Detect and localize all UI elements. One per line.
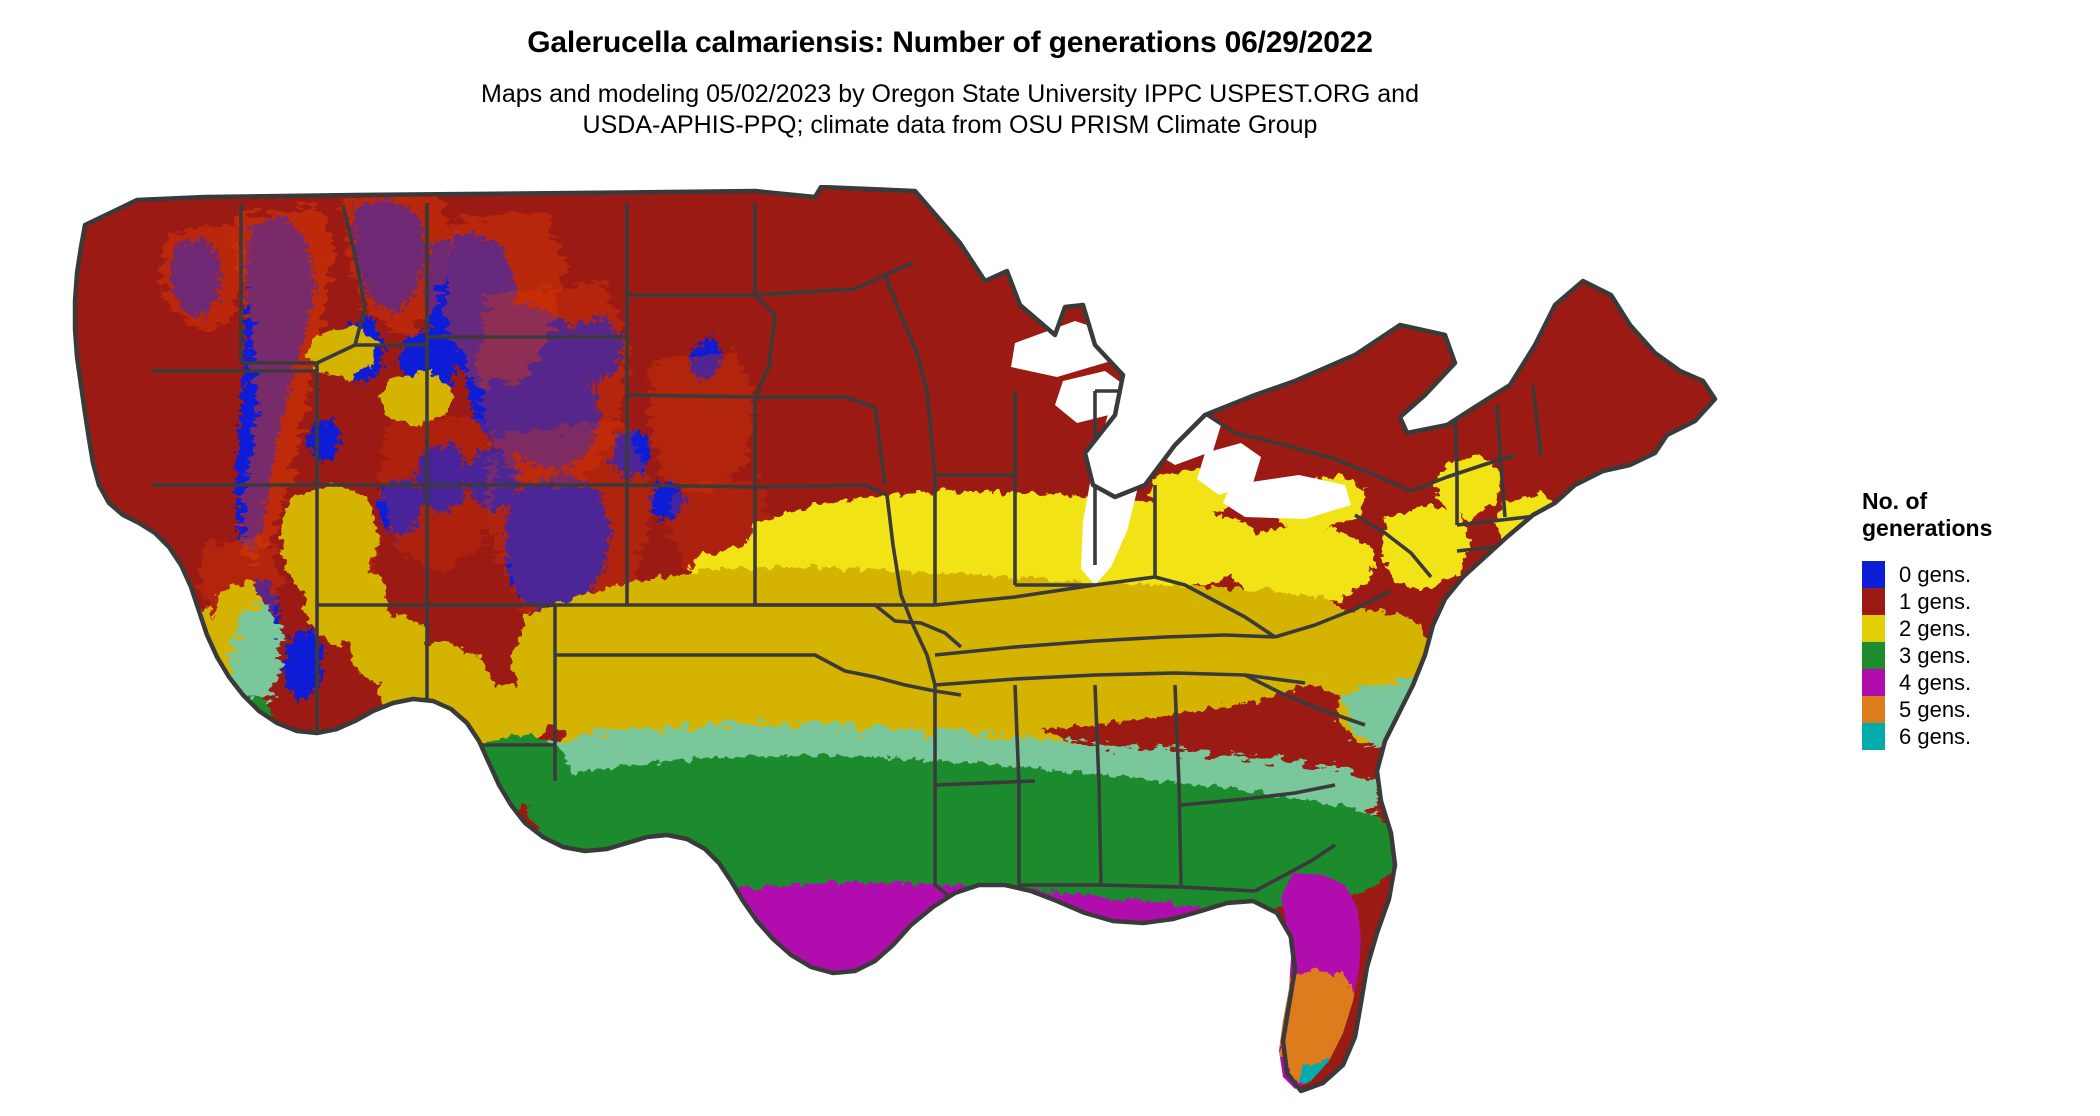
title-block: Galerucella calmariensis: Number of gene… xyxy=(0,26,1900,141)
legend-label-6-gens: 6 gens. xyxy=(1899,723,1972,749)
map-subtitle: Maps and modeling 05/02/2023 by Oregon S… xyxy=(360,79,1540,141)
legend-row-6-gens[interactable]: 6 gens. xyxy=(1862,723,2072,751)
legend-row-0-gens[interactable]: 0 gens. xyxy=(1862,561,2072,589)
legend-swatch-6-gens xyxy=(1862,723,1885,751)
legend-label-0-gens: 0 gens. xyxy=(1899,561,1972,587)
map-canvas[interactable] xyxy=(55,185,1845,1095)
legend-row-5-gens[interactable]: 5 gens. xyxy=(1862,696,2072,724)
page-title: Galerucella calmariensis: Number of gene… xyxy=(527,26,1373,59)
legend-label-1-gens: 1 gens. xyxy=(1899,588,1972,614)
legend-title: No. of generations xyxy=(1862,488,1993,541)
zone-5-gens xyxy=(797,975,929,1041)
legend-row-4-gens[interactable]: 4 gens. xyxy=(1862,669,2072,697)
generation-zones xyxy=(75,187,1715,1091)
legend-swatch-3-gens xyxy=(1862,642,1885,670)
map-legend: No. of generations 0 gens. 1 gens. 2 gen… xyxy=(1862,488,2072,751)
legend-label-5-gens: 5 gens. xyxy=(1899,696,1972,722)
zone-transition-0-1 xyxy=(159,191,773,643)
subtitle-line-2: USDA-APHIS-PPQ; climate data from OSU PR… xyxy=(582,110,1318,139)
legend-swatch-0-gens xyxy=(1862,561,1885,589)
national-outline xyxy=(72,185,1718,1094)
legend-swatch-2-gens xyxy=(1862,615,1885,643)
legend-swatch-4-gens xyxy=(1862,669,1885,697)
great-lakes-nodata xyxy=(1011,321,1351,585)
us-generations-choropleth[interactable] xyxy=(55,185,1845,1095)
legend-row-1-gens[interactable]: 1 gens. xyxy=(1862,588,2072,616)
legend-swatch-5-gens xyxy=(1862,696,1885,724)
legend-label-4-gens: 4 gens. xyxy=(1899,669,1972,695)
legend-label-2-gens: 2 gens. xyxy=(1899,615,1972,641)
legend-swatch-1-gens xyxy=(1862,588,1885,616)
legend-label-3-gens: 3 gens. xyxy=(1899,642,1972,668)
subtitle-line-1: Maps and modeling 05/02/2023 by Oregon S… xyxy=(481,79,1419,108)
legend-row-3-gens[interactable]: 3 gens. xyxy=(1862,642,2072,670)
legend-row-2-gens[interactable]: 2 gens. xyxy=(1862,615,2072,643)
